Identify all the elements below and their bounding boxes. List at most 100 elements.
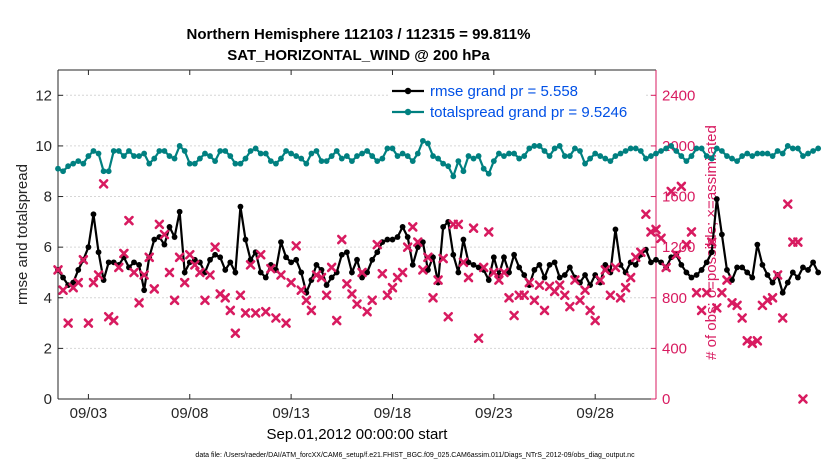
obs-marker [88,277,99,288]
totalspread-point [718,148,725,154]
rmse-point [688,274,695,281]
obs-marker [154,219,165,230]
rmse-point [364,269,371,276]
totalspread-point [419,137,426,144]
obs-marker [635,247,646,258]
rmse-point [90,211,97,218]
totalspread-point [100,168,107,175]
rmse-point [546,261,553,268]
x-tick-label: 09/18 [374,405,412,422]
legend-label-rmse: rmse grand pr = 5.558 [430,83,578,100]
rmse-point [455,269,462,276]
data-file-footer: data file: /Users/raeder/DAI/ATM_forcXX/… [195,452,635,459]
rmse-point [369,256,376,263]
totalspread-point [338,155,345,162]
obs-marker [798,394,808,404]
rmse-point [729,277,735,283]
rmse-point [794,274,801,281]
obs-marker [620,282,631,293]
totalspread-point [75,158,82,165]
totalspread-point [389,145,396,152]
totalspread-point [637,148,644,154]
obs-marker [519,290,530,301]
totalspread-point [627,145,634,152]
y-tick-label-right: 2000 [662,138,695,155]
obs-marker [210,242,220,252]
obs-marker [712,303,722,313]
totalspread-point [95,150,102,157]
obs-marker [377,268,388,279]
totalspread-point [698,145,705,152]
rmse-point [288,259,295,266]
totalspread-point [673,148,680,154]
y-tick-label-left: 10 [35,138,52,155]
rmse-point [511,251,518,258]
rmse-point [516,264,523,271]
totalspread-point [176,143,183,149]
obs-marker [793,237,803,247]
rmse-point [521,272,528,278]
totalspread-point [810,148,817,154]
obs-marker [752,335,763,346]
rmse-point [328,274,335,281]
totalspread-point [359,150,365,157]
obs-marker [149,284,160,294]
obs-marker [362,306,372,317]
obs-marker [93,270,104,280]
obs-marker [453,219,464,230]
totalspread-point [262,150,269,157]
totalspread-point [713,145,720,152]
totalspread-point [739,153,746,159]
x-tick-label: 09/23 [475,405,513,422]
obs-marker [98,179,109,189]
obs-marker [144,252,155,263]
rmse-point [374,249,381,256]
obs-marker [200,295,210,306]
totalspread-point [556,143,563,149]
rmse-point [394,234,401,240]
rmse-point [805,267,811,273]
obs-marker [686,227,697,237]
obs-marker [463,272,474,283]
obs-marker [159,229,170,240]
y-tick-label-left: 0 [44,391,52,408]
rmse-point [425,267,431,273]
totalspread-point [648,153,654,159]
totalspread-point [774,148,781,154]
rmse-point [293,256,300,263]
obs-marker [326,262,337,273]
totalspread-point [551,145,558,152]
totalspread-point [724,153,730,159]
rmse-point [131,259,137,266]
obs-marker [331,315,342,326]
totalspread-point [632,145,639,152]
rmse-point [354,256,360,263]
rmse-point [323,282,330,289]
obs-marker [595,275,606,285]
totalspread-point [110,148,117,154]
rmse-point [247,256,254,263]
obs-marker [306,305,317,316]
totalspread-point [678,153,685,159]
rmse-point [724,267,730,273]
totalspread-point [384,145,391,152]
totalspread-point [749,153,756,159]
y-tick-label-right: 800 [662,290,687,307]
obs-marker [701,287,712,298]
totalspread-point [105,168,112,175]
chart-subtitle: SAT_HORIZONTAL_WIND @ 200 hPa [227,47,490,64]
totalspread-point [460,168,467,175]
rmse-point [176,208,183,215]
totalspread-point [308,150,315,157]
obs-marker [651,224,661,235]
rmse-point [414,244,421,251]
totalspread-point [409,158,416,165]
rmse-point [161,241,168,248]
rmse-point [718,231,725,238]
totalspread-point [318,158,325,165]
totalspread-point [364,148,371,154]
obs-marker [134,298,144,308]
obs-marker [489,267,499,278]
totalspread-point [536,143,543,149]
obs-marker [671,249,682,260]
